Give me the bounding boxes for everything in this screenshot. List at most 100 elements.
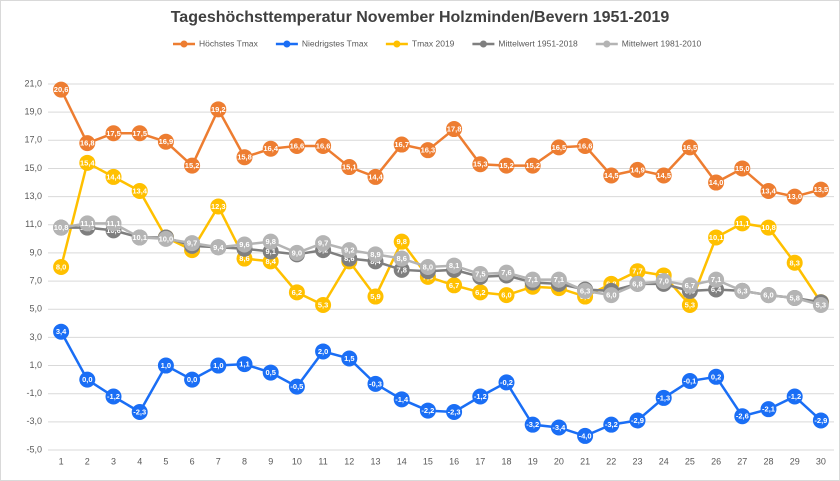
data-point — [655, 273, 672, 290]
legend-label: Niedrigstes Tmax — [302, 38, 369, 48]
data-label: 8,6 — [396, 254, 406, 263]
data-point — [79, 371, 96, 388]
data-point — [210, 101, 227, 118]
data-point — [315, 343, 332, 360]
data-label: 6,0 — [501, 291, 511, 300]
data-label: 8,0 — [56, 262, 66, 271]
data-label: 9,8 — [265, 237, 275, 246]
data-point — [210, 198, 227, 215]
data-label: 6,3 — [737, 286, 747, 295]
data-point — [655, 389, 672, 406]
data-point — [681, 297, 698, 314]
data-point — [760, 219, 777, 236]
data-point — [708, 174, 725, 191]
data-point — [577, 427, 594, 444]
data-point — [315, 297, 332, 314]
data-label: -0,1 — [683, 377, 696, 386]
data-point — [262, 233, 279, 250]
data-label: 17,5 — [132, 129, 147, 138]
data-point — [603, 167, 620, 184]
data-label: -0,5 — [290, 382, 303, 391]
data-point — [341, 159, 358, 176]
data-point — [498, 157, 515, 174]
x-tick-label: 27 — [737, 456, 747, 466]
data-point — [367, 168, 384, 185]
data-label: -3,2 — [526, 420, 539, 429]
data-label: 15,2 — [185, 161, 200, 170]
x-tick-label: 20 — [554, 456, 564, 466]
data-point — [79, 135, 96, 152]
data-label: 14,5 — [656, 171, 671, 180]
data-label: -0,2 — [500, 378, 513, 387]
data-label: 6,3 — [580, 286, 590, 295]
data-label: 5,3 — [318, 300, 328, 309]
x-tick-label: 21 — [580, 456, 590, 466]
data-label: 16,5 — [552, 143, 567, 152]
x-tick-label: 1 — [59, 456, 64, 466]
data-label: 9,7 — [318, 239, 328, 248]
data-point — [472, 284, 489, 301]
data-point — [288, 244, 305, 261]
data-label: -1,2 — [474, 392, 487, 401]
data-point — [157, 133, 174, 150]
data-point — [367, 375, 384, 392]
data-point — [760, 182, 777, 199]
data-point — [629, 161, 646, 178]
data-point — [288, 378, 305, 395]
data-point — [367, 246, 384, 263]
data-label: 15,3 — [473, 160, 488, 169]
legend-label: Mittelwert 1951-2018 — [498, 38, 578, 48]
data-point — [131, 403, 148, 420]
data-label: 0,5 — [265, 368, 275, 377]
data-point — [472, 388, 489, 405]
data-point — [53, 219, 70, 236]
data-label: 11,1 — [735, 219, 749, 228]
y-tick-label: 13,0 — [24, 191, 42, 201]
data-point — [53, 323, 70, 340]
data-point — [550, 271, 567, 288]
chart-title: Tageshöchsttemperatur November Holzminde… — [171, 9, 670, 26]
data-label: 15,1 — [342, 163, 357, 172]
x-tick-label: 10 — [292, 456, 302, 466]
data-point — [681, 277, 698, 294]
data-point — [105, 388, 122, 405]
data-label: 9,1 — [265, 247, 275, 256]
y-tick-label: 17,0 — [24, 135, 42, 145]
data-point — [341, 350, 358, 367]
data-point — [629, 412, 646, 429]
data-label: 6,2 — [292, 288, 302, 297]
data-label: 6,2 — [475, 288, 485, 297]
data-point — [603, 416, 620, 433]
data-label: 6,7 — [685, 281, 695, 290]
data-label: 15,0 — [735, 164, 750, 173]
data-point — [184, 157, 201, 174]
legend: Höchstes Tmax Niedrigstes Tmax Tmax 2019 Mi… — [173, 38, 701, 48]
data-point — [812, 181, 829, 198]
data-label: -1,3 — [657, 393, 670, 402]
data-point — [603, 287, 620, 304]
data-label: 16,7 — [394, 140, 409, 149]
data-point — [498, 264, 515, 281]
data-label: 10,8 — [54, 223, 69, 232]
data-point — [393, 250, 410, 267]
data-label: 9,2 — [344, 246, 354, 255]
data-label: -2,3 — [133, 407, 146, 416]
y-tick-label: 7,0 — [29, 275, 42, 285]
data-label: 11,1 — [106, 219, 120, 228]
data-label: 1,0 — [161, 361, 171, 370]
data-label: 17,8 — [447, 125, 462, 134]
x-tick-label: 11 — [318, 456, 327, 466]
y-tick-label: 5,0 — [29, 304, 42, 314]
data-label: 0,2 — [711, 372, 721, 381]
data-label: 13,0 — [787, 192, 802, 201]
data-point — [419, 142, 436, 159]
data-label: 16,9 — [159, 137, 174, 146]
data-label: 0,0 — [187, 375, 197, 384]
data-label: 6,8 — [632, 279, 642, 288]
x-tick-label: 30 — [816, 456, 826, 466]
data-label: 7,0 — [658, 277, 668, 286]
data-label: 15,8 — [237, 153, 252, 162]
data-label: 16,5 — [683, 143, 698, 152]
data-label: 10,1 — [709, 233, 724, 242]
data-point — [288, 284, 305, 301]
